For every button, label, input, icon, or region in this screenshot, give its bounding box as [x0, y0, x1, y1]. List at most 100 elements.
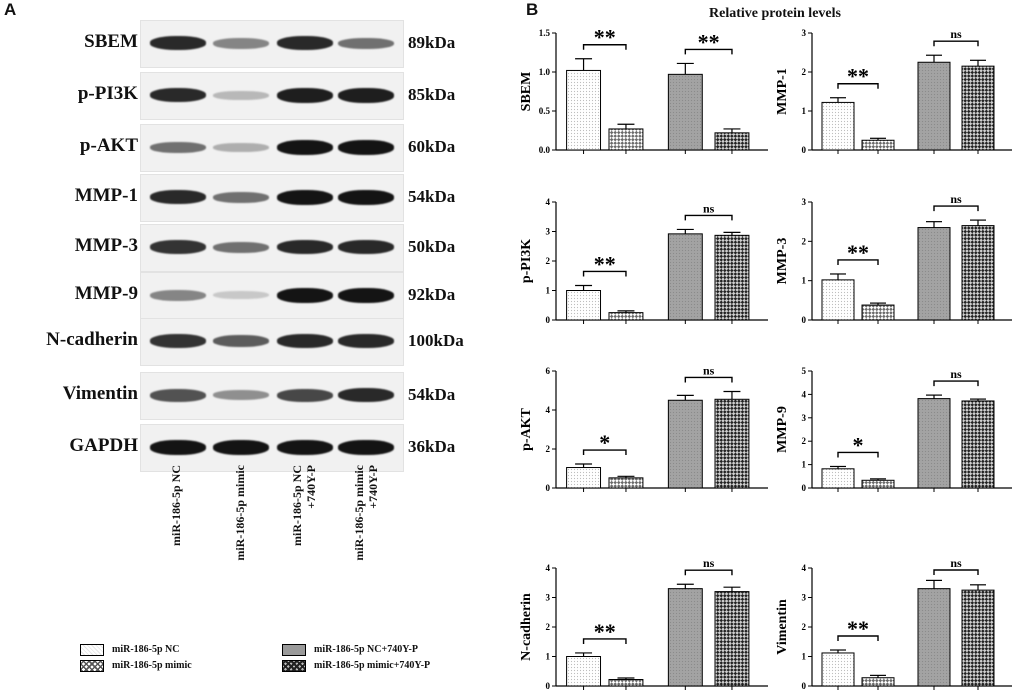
blot-band [338, 189, 394, 205]
blot-band [338, 439, 394, 455]
bar [917, 61, 951, 151]
y-tick-label: 4 [546, 563, 551, 573]
significance-bracket [684, 376, 733, 383]
blot-band [213, 291, 269, 299]
y-tick-label: 0 [802, 315, 807, 325]
blot-protein-label: p-PI3K [77, 83, 138, 104]
y-axis-label: MMP-9 [775, 406, 790, 453]
bar [861, 139, 895, 151]
y-tick-label: 1 [802, 276, 807, 286]
significance-bracket [837, 83, 879, 89]
blot-band [277, 439, 333, 455]
y-tick-label: 1 [802, 652, 807, 662]
y-tick-label: 1.0 [539, 67, 551, 77]
blot-protein-label: Vimentin [62, 383, 138, 404]
y-tick-label: 2 [802, 236, 807, 246]
blot-band [150, 334, 206, 348]
significance-label: * [853, 432, 864, 457]
y-tick-label: 1 [802, 460, 807, 470]
bar [917, 227, 951, 321]
legend-swatch-mimic [80, 660, 104, 672]
significance-bracket [837, 259, 879, 265]
blot-band [338, 287, 394, 303]
bar [714, 234, 750, 321]
bar [821, 101, 855, 151]
bar [961, 225, 995, 321]
y-axis-label: p-AKT [519, 407, 534, 450]
blot-band [150, 88, 206, 102]
blot-band [277, 139, 333, 155]
bar [714, 591, 750, 687]
y-tick-label: 2 [546, 622, 551, 632]
blot-kda-label: 54kDa [408, 187, 456, 206]
significance-bracket [582, 44, 627, 50]
y-tick-label: 0.0 [539, 145, 551, 155]
blot-band [150, 439, 206, 455]
bar [608, 312, 644, 321]
blot-band [213, 241, 269, 253]
y-tick-label: 3 [802, 197, 807, 207]
bar [861, 479, 895, 489]
blot-protein-label: MMP-9 [74, 283, 138, 304]
blot-kda-label: 100kDa [408, 331, 464, 350]
chart-title: Relative protein levels [709, 6, 841, 21]
legend-label-mimic-740yp: miR-186-5p mimic+740Y-P [314, 660, 431, 671]
significance-bracket [933, 40, 979, 47]
significance-label: ** [594, 25, 616, 50]
blot-kda-label: 54kDa [408, 385, 456, 404]
bar [961, 400, 995, 489]
bar [821, 652, 855, 687]
y-tick-label: 1 [546, 286, 551, 296]
y-tick-label: 4 [546, 405, 551, 415]
significance-label: ns [703, 363, 715, 377]
bar [821, 279, 855, 321]
y-tick-label: 0.5 [539, 106, 551, 116]
y-axis-label: N-cadherin [519, 593, 534, 661]
bar [608, 477, 644, 489]
blot-band [277, 240, 333, 254]
bar [821, 468, 855, 489]
bar [566, 656, 602, 687]
bar [667, 73, 703, 151]
y-axis-label: MMP-1 [775, 68, 790, 115]
blot-band [150, 240, 206, 254]
y-tick-label: 2 [546, 256, 551, 266]
y-tick-label: 0 [546, 681, 551, 691]
bar [861, 677, 895, 687]
significance-label: ns [703, 556, 715, 570]
bar [961, 589, 995, 687]
legend-swatch-nc-740yp [282, 644, 306, 656]
significance-label: ** [594, 619, 616, 644]
blot-protein-label: SBEM [84, 31, 138, 52]
significance-bracket [684, 214, 733, 221]
y-tick-label: 1 [546, 652, 551, 662]
blot-band [150, 289, 206, 301]
blot-band [150, 141, 206, 153]
y-tick-label: 2 [802, 67, 807, 77]
significance-bracket [684, 48, 733, 55]
blot-band [277, 334, 333, 348]
blot-band [277, 36, 333, 50]
legend-label-nc-740yp: miR-186-5p NC+740Y-P [314, 644, 418, 655]
significance-label: ns [950, 27, 962, 41]
blot-band [213, 90, 269, 100]
blot-band [150, 388, 206, 402]
blot-band [150, 190, 206, 204]
significance-bracket [837, 451, 879, 458]
y-tick-label: 5 [802, 366, 807, 376]
significance-label: ns [950, 367, 962, 381]
significance-bracket [582, 638, 627, 644]
y-tick-label: 0 [802, 145, 807, 155]
significance-bracket [582, 270, 627, 277]
y-axis-label: SBEM [519, 72, 534, 112]
blot-band [338, 388, 394, 402]
significance-label: ** [698, 29, 720, 54]
panel-b-label: B [526, 0, 539, 19]
y-tick-label: 4 [802, 563, 807, 573]
blot-kda-label: 89kDa [408, 33, 456, 52]
significance-bracket [933, 569, 979, 575]
y-tick-label: 3 [546, 227, 551, 237]
significance-label: * [599, 430, 610, 455]
blot-band [338, 139, 394, 155]
